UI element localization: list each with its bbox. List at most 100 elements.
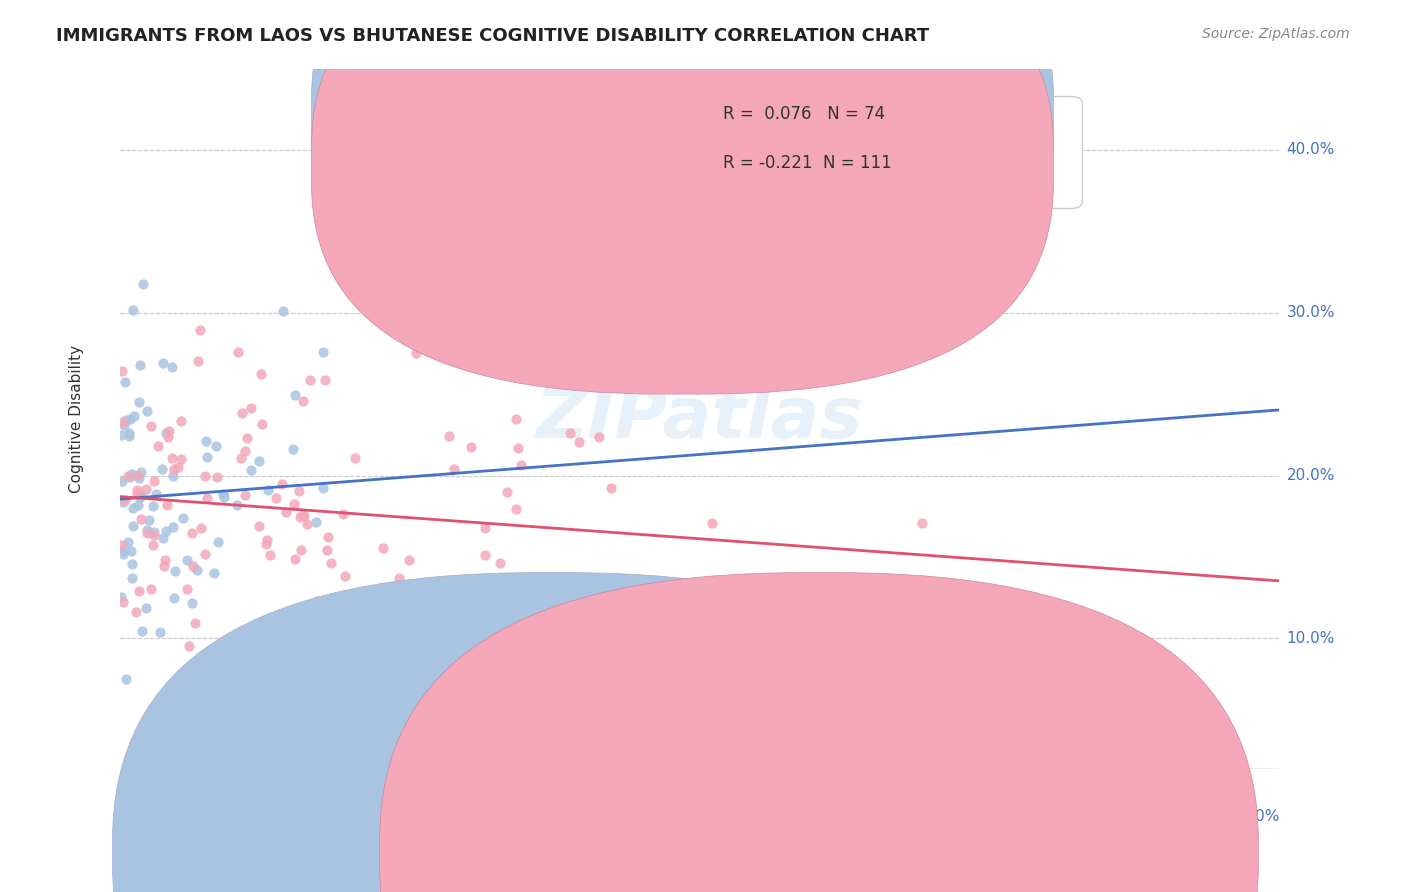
Point	[194, 469, 217, 483]
Text: 10.0%: 10.0%	[1286, 631, 1336, 646]
Point	[198, 664, 221, 678]
Point	[170, 414, 193, 428]
Point	[112, 547, 135, 561]
Point	[111, 364, 134, 378]
Point	[195, 434, 218, 448]
Point	[118, 425, 141, 440]
Text: ZIPatlas: ZIPatlas	[536, 384, 863, 453]
Point	[240, 401, 263, 416]
Text: Cognitive Disability: Cognitive Disability	[69, 344, 84, 492]
Point	[212, 490, 235, 504]
Point	[257, 483, 280, 497]
Point	[111, 416, 134, 430]
Point	[177, 640, 200, 654]
Text: 30.0%: 30.0%	[1286, 305, 1336, 320]
Point	[155, 524, 177, 538]
Point	[120, 544, 142, 558]
Text: Source: ZipAtlas.com: Source: ZipAtlas.com	[1202, 27, 1350, 41]
Point	[911, 516, 934, 530]
Point	[122, 302, 145, 317]
Point	[207, 470, 229, 484]
Point	[135, 482, 157, 496]
Point	[335, 569, 357, 583]
Point	[443, 462, 465, 476]
Point	[190, 521, 212, 535]
Point	[110, 590, 132, 604]
Point	[288, 483, 311, 498]
Point	[135, 601, 157, 615]
Point	[250, 417, 273, 432]
Point	[135, 524, 157, 538]
Point	[128, 395, 150, 409]
Point	[120, 469, 142, 483]
Point	[276, 504, 298, 518]
FancyBboxPatch shape	[630, 96, 1083, 209]
Point	[259, 549, 281, 563]
Text: IMMIGRANTS FROM LAOS VS BHUTANESE COGNITIVE DISABILITY CORRELATION CHART: IMMIGRANTS FROM LAOS VS BHUTANESE COGNIT…	[56, 27, 929, 45]
Point	[163, 462, 186, 476]
Point	[121, 467, 143, 481]
Point	[166, 459, 188, 474]
Point	[176, 552, 198, 566]
Point	[332, 508, 354, 522]
Point	[145, 487, 167, 501]
Point	[439, 428, 461, 442]
Point	[124, 605, 146, 619]
Point	[149, 625, 172, 640]
Point	[290, 542, 312, 557]
Point	[290, 510, 312, 524]
Point	[292, 508, 315, 523]
Point	[685, 602, 707, 616]
Text: 80.0%: 80.0%	[1232, 809, 1279, 824]
Point	[398, 652, 420, 666]
Point	[127, 467, 149, 482]
Point	[440, 657, 463, 671]
Point	[188, 323, 211, 337]
Point	[127, 498, 149, 512]
Point	[247, 519, 270, 533]
Point	[127, 483, 149, 497]
Point	[138, 513, 160, 527]
Point	[150, 462, 173, 476]
Point	[162, 359, 184, 374]
Point	[488, 557, 510, 571]
Point	[316, 542, 339, 557]
Point	[271, 477, 294, 491]
Text: R =  0.076   N = 74: R = 0.076 N = 74	[723, 105, 886, 123]
Text: Bhutanese: Bhutanese	[844, 846, 925, 860]
Point	[314, 373, 336, 387]
Point	[111, 474, 134, 488]
Point	[129, 512, 152, 526]
Point	[153, 558, 176, 573]
Point	[172, 511, 194, 525]
Point	[307, 593, 329, 607]
Point	[131, 624, 153, 639]
Point	[194, 547, 217, 561]
Point	[135, 526, 157, 541]
Point	[157, 424, 180, 438]
Point	[233, 488, 256, 502]
Point	[115, 413, 138, 427]
Point	[184, 616, 207, 631]
Point	[298, 373, 321, 387]
Point	[360, 583, 382, 598]
Point	[132, 277, 155, 291]
Text: R = -0.221  N = 111: R = -0.221 N = 111	[723, 154, 891, 172]
Point	[737, 577, 759, 591]
Point	[297, 601, 319, 615]
Point	[155, 425, 177, 440]
Point	[131, 489, 153, 503]
Point	[239, 463, 262, 477]
Point	[505, 501, 527, 516]
Point	[121, 557, 143, 571]
Point	[112, 418, 135, 433]
Point	[139, 582, 162, 597]
Point	[127, 485, 149, 500]
Point	[142, 528, 165, 542]
Point	[312, 345, 335, 359]
Point	[271, 304, 294, 318]
Point	[700, 516, 723, 530]
Point	[176, 582, 198, 597]
Point	[129, 358, 152, 372]
Point	[122, 409, 145, 423]
